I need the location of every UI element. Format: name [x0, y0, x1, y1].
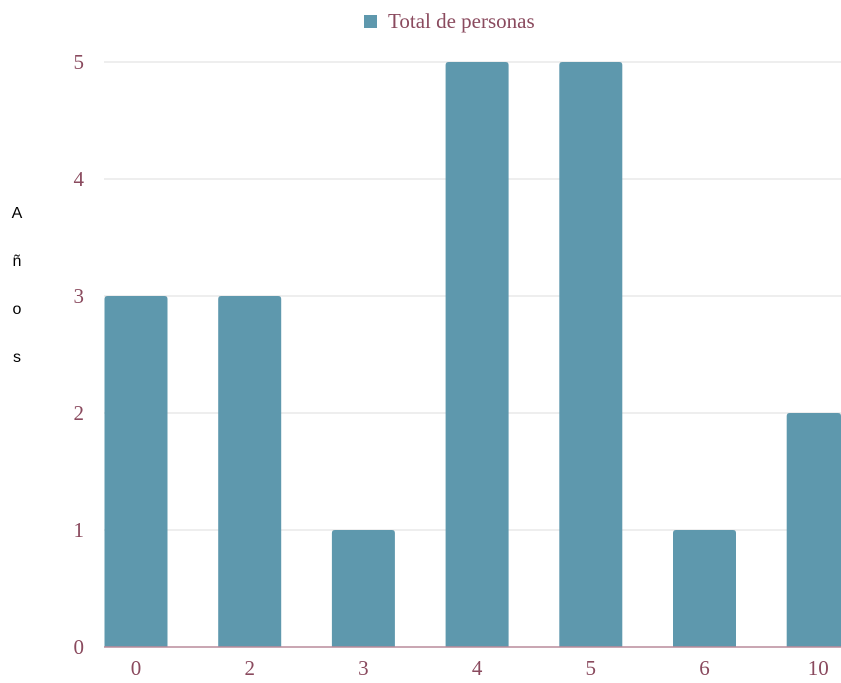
- x-tick-label-6: 6: [699, 656, 710, 680]
- x-tick-label-3: 3: [358, 656, 369, 680]
- y-tick-label-4: 4: [74, 167, 85, 191]
- legend-label: Total de personas: [388, 9, 535, 33]
- x-tick-label-5: 5: [586, 656, 597, 680]
- x-tick-label-2: 2: [244, 656, 255, 680]
- y-axis-label: Añ o s: [12, 205, 23, 366]
- y-tick-label-2: 2: [74, 401, 85, 425]
- y-tick-label-5: 5: [74, 50, 85, 74]
- bars: [104, 62, 841, 647]
- y-axis-label-letter: A: [12, 205, 23, 222]
- y-axis-label-letter: ñ: [13, 253, 22, 270]
- y-axis-tick-labels: 0 1 2 3 4 5: [74, 50, 85, 659]
- y-axis-label-letter: s: [13, 349, 21, 366]
- bar-3: [331, 530, 395, 647]
- y-tick-label-1: 1: [74, 518, 85, 542]
- x-tick-label-0: 0: [131, 656, 142, 680]
- chart-legend: Total de personas: [364, 9, 535, 33]
- y-tick-label-3: 3: [74, 284, 85, 308]
- x-axis-tick-labels: 0 2 3 4 5 6 10: [131, 656, 829, 680]
- y-axis-label-letter: o: [13, 301, 22, 318]
- y-tick-label-0: 0: [74, 635, 85, 659]
- bar-2: [218, 296, 282, 647]
- x-tick-label-4: 4: [472, 656, 483, 680]
- bar-6: [673, 530, 736, 647]
- bar-10: [786, 413, 841, 647]
- bar-0: [104, 296, 168, 647]
- bar-4: [445, 62, 509, 647]
- legend-swatch: [364, 15, 377, 28]
- bar-5: [559, 62, 623, 647]
- x-tick-label-10: 10: [808, 656, 829, 680]
